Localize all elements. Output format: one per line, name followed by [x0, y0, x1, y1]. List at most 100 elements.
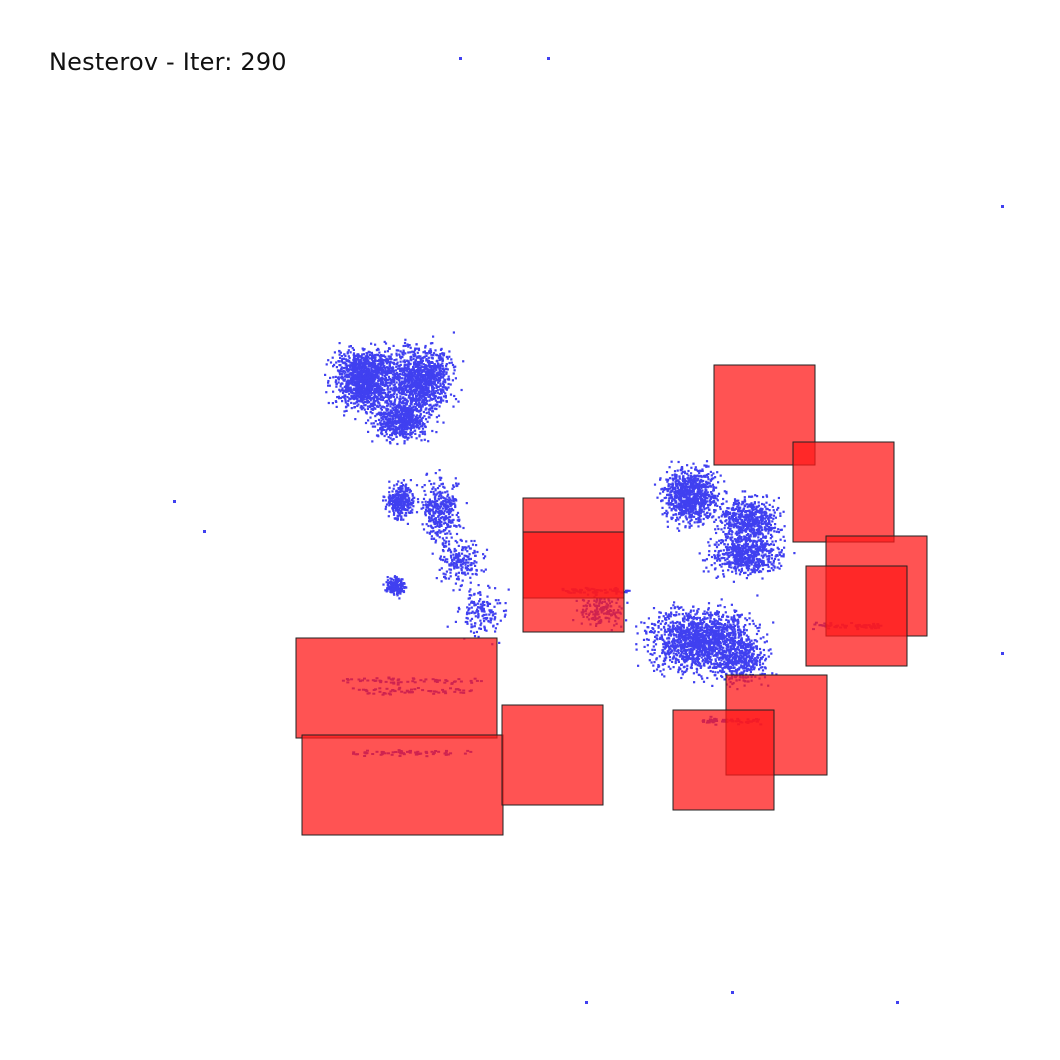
cell-dot: [440, 347, 443, 350]
cell-dot: [427, 356, 430, 359]
cell-dot: [432, 352, 436, 355]
cell-dot: [676, 469, 679, 472]
cell-dot: [462, 572, 465, 575]
cell-dot: [396, 514, 399, 517]
cell-dot: [434, 525, 437, 528]
cell-dot: [458, 588, 461, 591]
cell-dot: [483, 620, 486, 623]
cell-dot: [409, 501, 412, 504]
cell-dot: [381, 373, 384, 376]
cell-dot: [413, 403, 416, 406]
cell-dot: [387, 398, 391, 401]
cell-dot: [367, 350, 370, 353]
cell-dot: [414, 429, 417, 432]
cell-dot: [425, 523, 428, 526]
cell-dot: [343, 372, 346, 375]
cell-dot: [402, 506, 405, 509]
cell-dot: [445, 400, 448, 403]
cell-dot: [365, 372, 368, 375]
cell-dot: [363, 398, 366, 401]
cell-dot: [427, 416, 430, 419]
cell-dot: [444, 527, 448, 530]
cell-dot: [389, 388, 392, 391]
cell-dot: [369, 382, 372, 385]
cell-dot: [415, 395, 418, 398]
plot-title: Nesterov - Iter: 290: [49, 48, 287, 76]
cell-dot: [666, 525, 669, 528]
cell-dot: [359, 399, 362, 402]
cell-dot: [351, 347, 354, 350]
cell-dot: [434, 472, 437, 475]
cell-dot: [347, 349, 350, 352]
cell-dot: [401, 369, 404, 372]
cell-dot: [400, 429, 403, 432]
cell-dot: [393, 379, 396, 382]
cell-dot: [415, 362, 418, 366]
cell-dot: [494, 630, 497, 633]
cell-dot: [410, 356, 413, 359]
cell-dot: [483, 626, 486, 629]
cell-dot: [426, 503, 429, 507]
cell-dot: [377, 392, 380, 395]
cell-dot: [678, 475, 681, 478]
cell-dot: [398, 373, 401, 376]
cell-dot: [477, 584, 480, 587]
cell-dot: [392, 395, 395, 398]
cell-dot: [433, 392, 436, 395]
cell-dot: [370, 378, 373, 382]
cell-dot: [438, 557, 442, 560]
cell-dot: [437, 414, 441, 417]
cell-dot: [363, 368, 366, 371]
cell-dot: [374, 357, 377, 360]
cell-dot: [357, 410, 360, 413]
cell-dot: [405, 367, 408, 370]
cell-dot: [440, 580, 443, 583]
cell-dot: [362, 401, 365, 405]
cell-dot: [356, 358, 359, 361]
cell-dot: [449, 505, 452, 508]
cell-dot: [474, 554, 477, 557]
cell-dot: [341, 395, 344, 399]
cell-dot: [327, 384, 330, 387]
cell-dot: [424, 508, 428, 511]
cell-dot: [434, 498, 437, 501]
cell-dot: [370, 385, 373, 389]
cell-dot: [363, 379, 366, 382]
cell-dot: [391, 366, 394, 369]
cell-dot: [448, 499, 451, 502]
cell-dot: [403, 368, 406, 371]
cell-dot: [431, 405, 434, 408]
cell-dot: [368, 401, 371, 404]
cell-dot: [337, 395, 341, 398]
cell-dot: [411, 419, 415, 422]
cell-dot: [366, 399, 369, 403]
cell-dot: [449, 393, 453, 396]
cell-dot: [381, 383, 385, 386]
cell-dot: [659, 492, 662, 495]
cell-dot: [415, 409, 418, 413]
cell-dot: [424, 344, 427, 348]
cell-dot: [378, 358, 381, 361]
cell-dot: [366, 352, 369, 355]
cell-dot: [705, 464, 708, 467]
cell-dot: [395, 507, 398, 510]
cell-dot: [390, 353, 393, 356]
cell-dot: [389, 414, 392, 417]
cell-dot: [400, 401, 403, 404]
cell-dot: [445, 504, 448, 507]
cell-dot: [393, 383, 396, 386]
cell-dot: [363, 404, 366, 407]
cell-dot: [454, 377, 457, 380]
cell-dot: [434, 395, 437, 398]
cell-dot: [382, 583, 385, 586]
cell-dot: [432, 511, 435, 514]
cell-dot: [392, 344, 395, 347]
cell-dot: [446, 561, 449, 564]
cell-dot: [379, 356, 382, 360]
cell-dot: [446, 498, 449, 501]
cell-dot: [361, 362, 364, 365]
cell-dot: [376, 405, 379, 408]
cell-dot: [454, 504, 457, 507]
cell-dot: [403, 493, 407, 496]
cell-dot: [433, 377, 436, 380]
